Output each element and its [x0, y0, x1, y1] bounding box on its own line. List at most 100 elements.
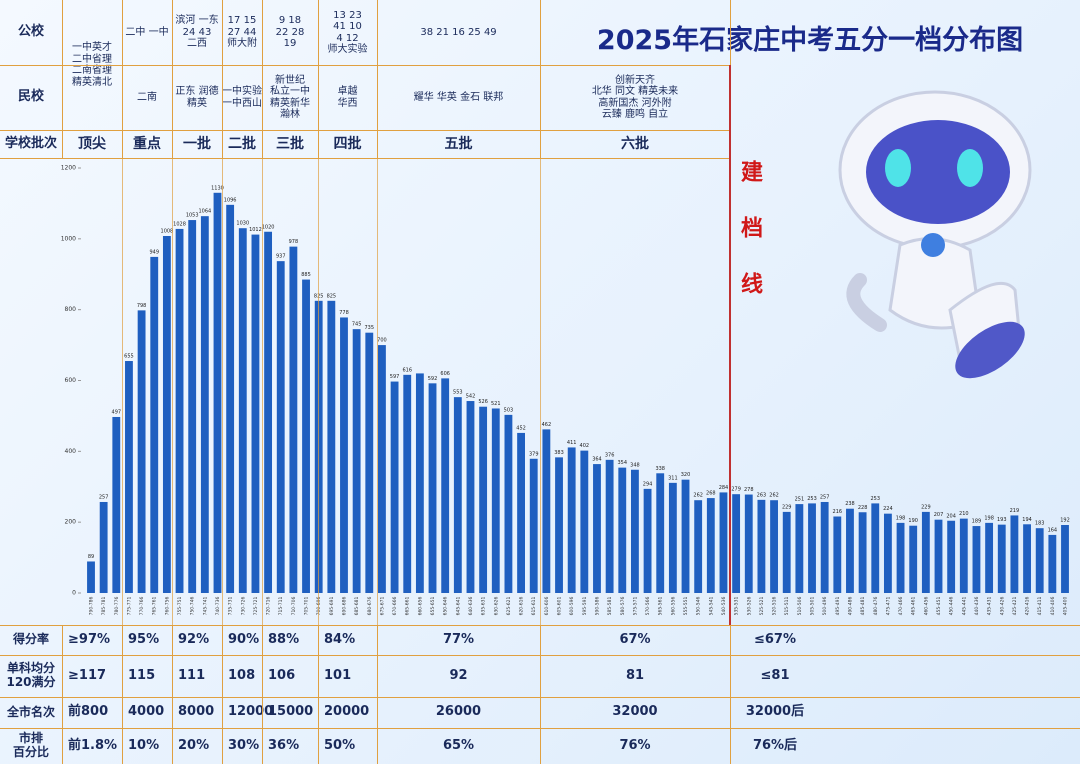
- bar: [188, 220, 197, 593]
- value-label: 279: [731, 487, 741, 493]
- column-line: [318, 625, 319, 764]
- x-tick-label: 565-561: [658, 596, 664, 615]
- school-line: 精英新华: [270, 97, 310, 109]
- value-label: 263: [757, 492, 767, 498]
- bar: [846, 508, 854, 593]
- school-line: 创新天齐: [615, 74, 655, 86]
- x-tick-label: 525-521: [759, 596, 765, 615]
- x-tick-label: 470-466: [898, 596, 904, 615]
- bar: [997, 524, 1006, 593]
- bar: [1061, 525, 1069, 593]
- bar: [1010, 515, 1019, 593]
- x-tick-label: 595-591: [582, 596, 588, 615]
- value-label: 949: [149, 249, 159, 255]
- x-tick-label: 445-441: [961, 596, 967, 615]
- bar: [200, 216, 209, 593]
- school-line: 17 15: [227, 15, 257, 27]
- cutoff-label: 建档线: [737, 160, 762, 328]
- x-tick-label: 495-491: [835, 596, 841, 615]
- school-line: 师大实验: [327, 44, 368, 55]
- value-label: 224: [883, 506, 893, 512]
- value-label: 452: [516, 425, 526, 431]
- school-line: 一中西山: [222, 97, 262, 109]
- value-label: 735: [365, 325, 375, 331]
- x-tick-label: 505-501: [810, 596, 816, 615]
- x-tick-label: 455-451: [936, 596, 942, 615]
- tier-label: 二批: [228, 135, 256, 152]
- value-label: 778: [339, 310, 349, 316]
- column-line: [62, 625, 63, 764]
- column-line: [540, 0, 541, 158]
- bar: [441, 378, 450, 593]
- x-tick-label: 425-421: [1012, 596, 1018, 615]
- value-label: 229: [921, 504, 931, 510]
- mascot: [838, 90, 1032, 379]
- y-tick-label: 1000: [61, 235, 76, 242]
- row-line: [0, 728, 1080, 729]
- bar: [934, 519, 943, 593]
- x-tick-label: 485-481: [860, 596, 866, 615]
- bar: [706, 498, 715, 593]
- bar: [162, 236, 171, 593]
- school-list: 38 21 16 25 49: [377, 0, 540, 65]
- column-line: [222, 625, 223, 764]
- value-label: 311: [668, 475, 678, 481]
- value-label: 253: [807, 496, 817, 502]
- row-line: [0, 655, 1080, 656]
- x-tick-label: 745-741: [202, 596, 208, 615]
- column-line: [377, 158, 378, 625]
- value-label: 198: [896, 515, 906, 521]
- bar: [491, 408, 500, 593]
- tier-label: 四批: [333, 135, 362, 152]
- x-tick-label: 550-546: [696, 596, 702, 615]
- footer-cell: 92%: [178, 631, 210, 647]
- footer-cell: 106: [268, 667, 296, 683]
- row-label-line: 市排: [18, 731, 43, 746]
- column-line: [377, 625, 378, 764]
- value-label: 364: [592, 457, 602, 463]
- row-label: 全市名次: [0, 697, 62, 728]
- column-line: [262, 0, 263, 158]
- x-tick-label: 605-601: [557, 596, 563, 615]
- bar: [479, 406, 488, 593]
- value-label: 1130: [211, 185, 224, 191]
- value-label: 238: [845, 501, 855, 507]
- value-label: 338: [655, 466, 665, 472]
- value-label: 183: [1035, 521, 1045, 527]
- x-tick-label: 655-651: [430, 596, 436, 615]
- value-label: 497: [112, 409, 122, 415]
- value-label: 257: [820, 494, 830, 500]
- x-tick-label: 405-400: [1063, 596, 1069, 615]
- bar: [808, 503, 816, 593]
- column-line: [730, 625, 731, 764]
- bar: [150, 256, 159, 593]
- school-line: 师大附: [227, 38, 257, 50]
- row-label-line: 全市名次: [6, 704, 55, 719]
- row-line: [0, 625, 1080, 626]
- value-label: 253: [870, 496, 880, 502]
- bar: [340, 317, 348, 593]
- school-line: 38 21 16 25 49: [420, 26, 497, 38]
- x-tick-label: 695-691: [329, 596, 335, 615]
- y-tick-label: 400: [65, 448, 77, 455]
- bar: [681, 479, 690, 593]
- bar: [782, 511, 791, 593]
- x-tick-label: 730-726: [240, 596, 246, 615]
- x-tick-label: 665-661: [405, 596, 411, 615]
- x-tick-label: 545-541: [708, 596, 714, 615]
- row-label: 市排 百分比: [0, 728, 62, 764]
- column-line: [262, 158, 263, 625]
- school-line: 精英清北: [72, 76, 112, 88]
- value-label: 198: [984, 515, 994, 521]
- value-label: 216: [833, 509, 843, 515]
- x-tick-label: 750-746: [190, 596, 196, 615]
- footer-cell: 76%: [619, 737, 651, 753]
- bar: [175, 228, 184, 593]
- value-label: 402: [580, 443, 590, 449]
- footer-cell: 前1.8%: [68, 737, 118, 753]
- x-tick-label: 585-581: [607, 596, 613, 615]
- school-list: 耀华 华英 金石 联邦: [377, 65, 540, 130]
- school-line: 22 28: [275, 26, 305, 38]
- school-line: 4 12: [336, 32, 359, 44]
